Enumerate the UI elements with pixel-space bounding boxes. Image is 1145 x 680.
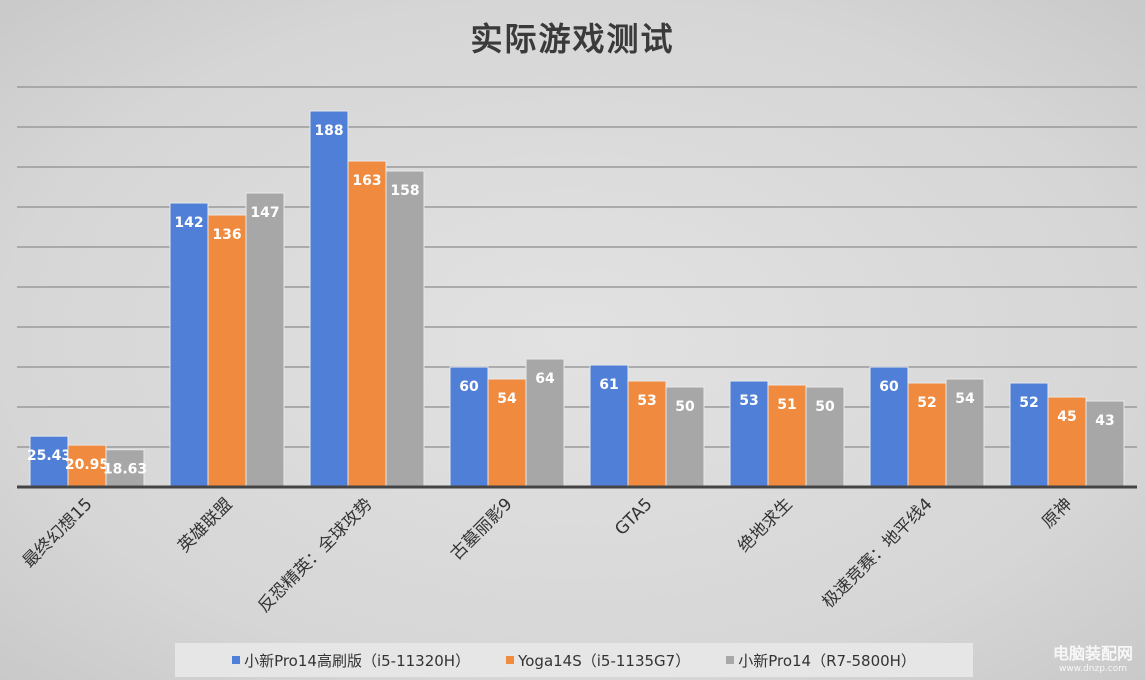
bar-1-2	[347, 160, 387, 488]
data-label: 51	[777, 397, 796, 413]
bar-0-5	[729, 380, 769, 488]
watermark-logo: 电脑装配网 www.dnzp.com	[1052, 644, 1133, 674]
legend-swatch-0	[232, 656, 241, 664]
data-label: 142	[174, 215, 203, 231]
data-label: 20.95	[65, 457, 109, 473]
bar-1-7	[1047, 396, 1087, 488]
data-label: 25.43	[27, 448, 71, 464]
legend-item-0: 小新Pro14高刷版（i5-11320H）	[232, 650, 470, 671]
bar-1-4	[627, 380, 667, 488]
x-tick-label: 英雄联盟	[174, 494, 236, 556]
data-label: 50	[675, 399, 695, 415]
bar-0-7	[1009, 382, 1049, 488]
data-label: 60	[459, 379, 479, 395]
chart-title: 实际游戏测试	[470, 20, 675, 58]
data-label: 43	[1095, 413, 1114, 429]
bar-2-3	[525, 358, 565, 488]
bar-2-1	[245, 192, 285, 488]
legend-swatch-2	[726, 656, 735, 664]
data-label: 53	[637, 393, 656, 409]
bar-0-2	[309, 110, 349, 488]
bar-2-7	[1085, 400, 1125, 488]
data-label: 54	[497, 391, 517, 407]
data-label: 158	[390, 183, 419, 199]
legend: 小新Pro14高刷版（i5-11320H） Yoga14S（i5-1135G7）…	[175, 643, 973, 677]
x-tick-label: 原神	[1038, 494, 1076, 532]
bar-2-4	[665, 386, 705, 488]
data-label: 53	[739, 393, 758, 409]
x-tick-label: 最终幻想15	[19, 494, 97, 572]
data-label: 52	[1019, 395, 1038, 411]
x-tick-label: 反恐精英：全球攻势	[254, 494, 376, 616]
legend-item-1: Yoga14S（i5-1135G7）	[506, 650, 690, 671]
bar-1-5	[767, 384, 807, 488]
legend-item-2: 小新Pro14（R7-5800H）	[726, 650, 916, 671]
data-label: 61	[599, 377, 618, 393]
legend-label-0: 小新Pro14高刷版（i5-11320H）	[244, 651, 471, 670]
bar-0-1	[169, 202, 209, 488]
x-tick-label: GTA5	[611, 494, 656, 539]
data-label: 64	[535, 371, 555, 387]
data-label: 18.63	[103, 462, 147, 478]
data-label: 136	[212, 227, 241, 243]
data-label: 54	[955, 391, 975, 407]
data-label: 163	[352, 173, 381, 189]
bar-1-1	[207, 214, 247, 488]
legend-label-2: 小新Pro14（R7-5800H）	[738, 651, 916, 670]
legend-label-1: Yoga14S（i5-1135G7）	[518, 651, 691, 670]
legend-swatch-1	[506, 656, 515, 664]
data-label: 52	[917, 395, 936, 411]
bar-2-6	[945, 378, 985, 488]
data-label: 147	[250, 205, 279, 221]
data-label: 50	[815, 399, 835, 415]
x-tick-label: 绝地求生	[734, 494, 796, 556]
data-label: 188	[314, 123, 343, 139]
data-label: 60	[879, 379, 899, 395]
bar-2-2	[385, 170, 425, 488]
bar-2-0	[105, 449, 145, 488]
x-tick-label: 极速竞赛：地平线4	[818, 494, 937, 613]
data-label: 45	[1057, 409, 1076, 425]
x-tick-label: 古墓丽影9	[447, 494, 517, 564]
